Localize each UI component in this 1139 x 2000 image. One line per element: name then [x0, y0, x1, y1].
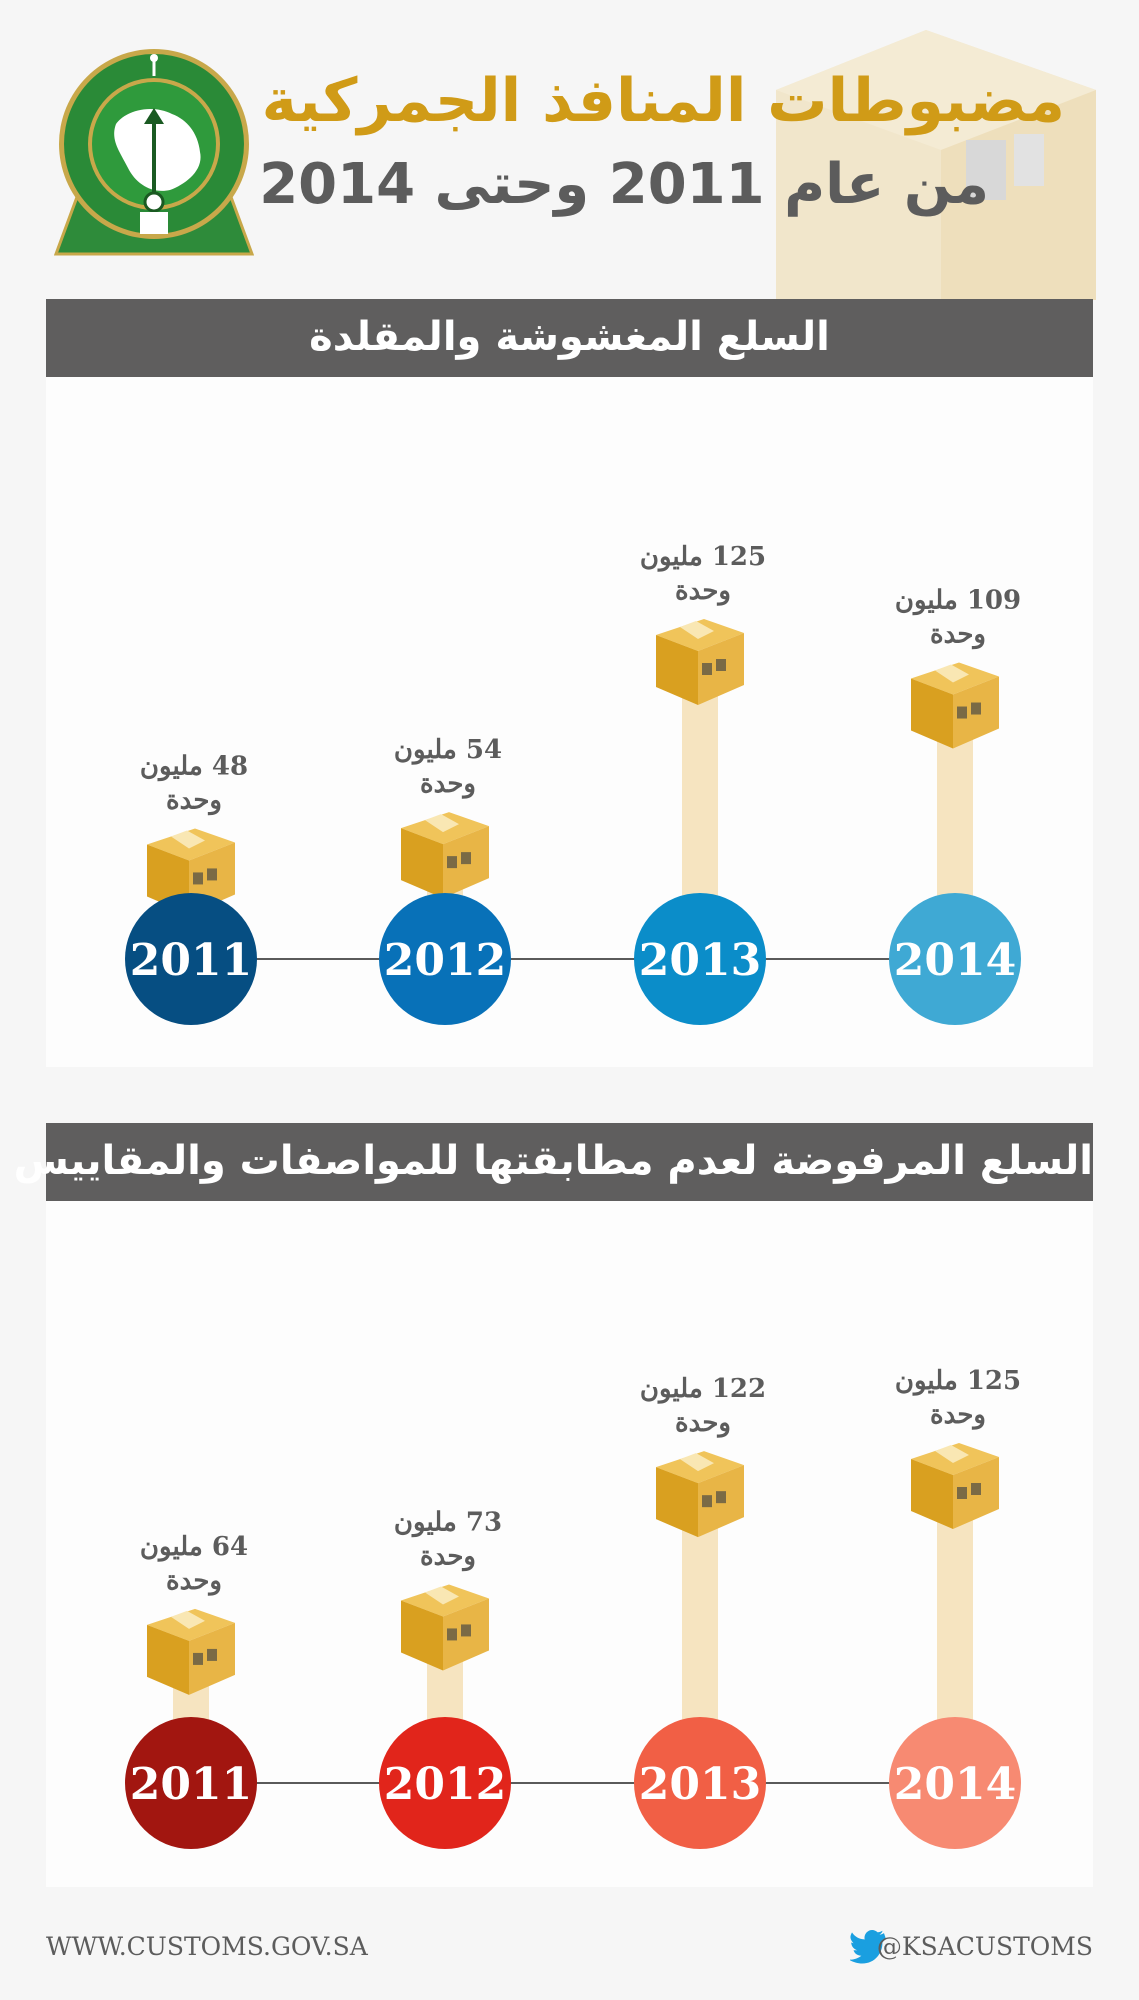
panel-title: السلع المرفوضة لعدم مطابقتها للمواصفات و…	[14, 1123, 1093, 1201]
data-label-line: وحدة	[420, 1541, 476, 1571]
data-label-line: وحدة	[420, 769, 476, 799]
data-label-line: وحدة	[675, 576, 731, 606]
box-icon	[911, 662, 999, 749]
twitter-bird-icon[interactable]	[850, 1930, 892, 1964]
box-icon	[656, 1451, 744, 1538]
saudi-customs-emblem-icon	[54, 49, 254, 256]
year-circle	[889, 1717, 1021, 1849]
box-icon	[656, 619, 744, 705]
page-title: مضبوطات المنافذ الجمركية	[261, 66, 1065, 136]
data-label-line: 48 مليون	[140, 751, 248, 781]
data-label: 109 مليون وحدة	[895, 586, 1021, 650]
year-circle	[379, 893, 511, 1025]
chart-rejected-goods: 64 مليون وحدة 2011 73 مليون وحدة 2012 122 مليو…	[125, 1366, 1021, 1849]
data-label-line: 125 مليون	[895, 1366, 1021, 1396]
year-circle	[889, 893, 1021, 1025]
box-icon	[401, 1584, 489, 1671]
year-label: 2012	[384, 1759, 506, 1810]
year-label: 2014	[894, 935, 1016, 986]
data-label-line: وحدة	[930, 620, 986, 650]
data-label: 64 مليون وحدة	[140, 1532, 248, 1596]
year-circle	[379, 1717, 511, 1849]
box-icon	[401, 812, 489, 899]
data-label: 73 مليون وحدة	[394, 1507, 502, 1571]
year-label: 2013	[639, 1759, 761, 1810]
data-label-line: وحدة	[166, 785, 222, 815]
page-subtitle: من عام 2011 وحتى 2014	[259, 152, 989, 217]
footer-website-link[interactable]: WWW.CUSTOMS.GOV.SA	[46, 1932, 368, 1961]
panel-title: السلع المغشوشة والمقلدة	[46, 299, 1093, 377]
data-label-line: 73 مليون	[394, 1507, 502, 1537]
footer-twitter-handle[interactable]: @KSACUSTOMS	[876, 1932, 1093, 1961]
data-label-line: وحدة	[166, 1566, 222, 1596]
data-label-line: 64 مليون	[140, 1532, 248, 1562]
panel-counterfeit-goods: السلع المغشوشة والمقلدة 48 مليون وحدة 2011…	[46, 299, 1093, 1067]
year-label: 2011	[130, 935, 252, 986]
year-label: 2013	[639, 935, 761, 986]
data-label: 48 مليون وحدة	[140, 751, 248, 815]
data-label-line: 122 مليون	[640, 1374, 766, 1404]
footer: WWW.CUSTOMS.GOV.SA @KSACUSTOMS	[0, 1920, 1139, 1980]
data-label: 125 مليون وحدة	[640, 542, 766, 606]
year-label: 2014	[894, 1759, 1016, 1810]
data-label-line: 54 مليون	[394, 735, 502, 765]
panel-rejected-goods: السلع المرفوضة لعدم مطابقتها للمواصفات و…	[14, 1123, 1093, 1887]
year-circle	[125, 893, 257, 1025]
year-circle	[634, 893, 766, 1025]
data-label-line: 125 مليون	[640, 542, 766, 572]
data-label: 54 مليون وحدة	[394, 735, 502, 799]
data-label-line: وحدة	[675, 1408, 731, 1438]
background-box-icon	[776, 30, 1096, 300]
box-icon	[147, 1608, 235, 1695]
box-icon	[911, 1443, 999, 1529]
data-label-line: وحدة	[930, 1400, 986, 1430]
data-label: 125 مليون وحدة	[895, 1366, 1021, 1430]
year-label: 2012	[384, 935, 506, 986]
year-label: 2011	[130, 1759, 252, 1810]
year-circle	[125, 1717, 257, 1849]
chart-counterfeit-goods: 48 مليون وحدة 2011 54 مليون وحدة 2012 125 مليو…	[125, 542, 1021, 1025]
year-circle	[634, 1717, 766, 1849]
data-label-line: 109 مليون	[895, 586, 1021, 616]
header: مضبوطات المنافذ الجمركية من عام 2011 وحت…	[0, 0, 1139, 300]
data-label: 122 مليون وحدة	[640, 1374, 766, 1438]
